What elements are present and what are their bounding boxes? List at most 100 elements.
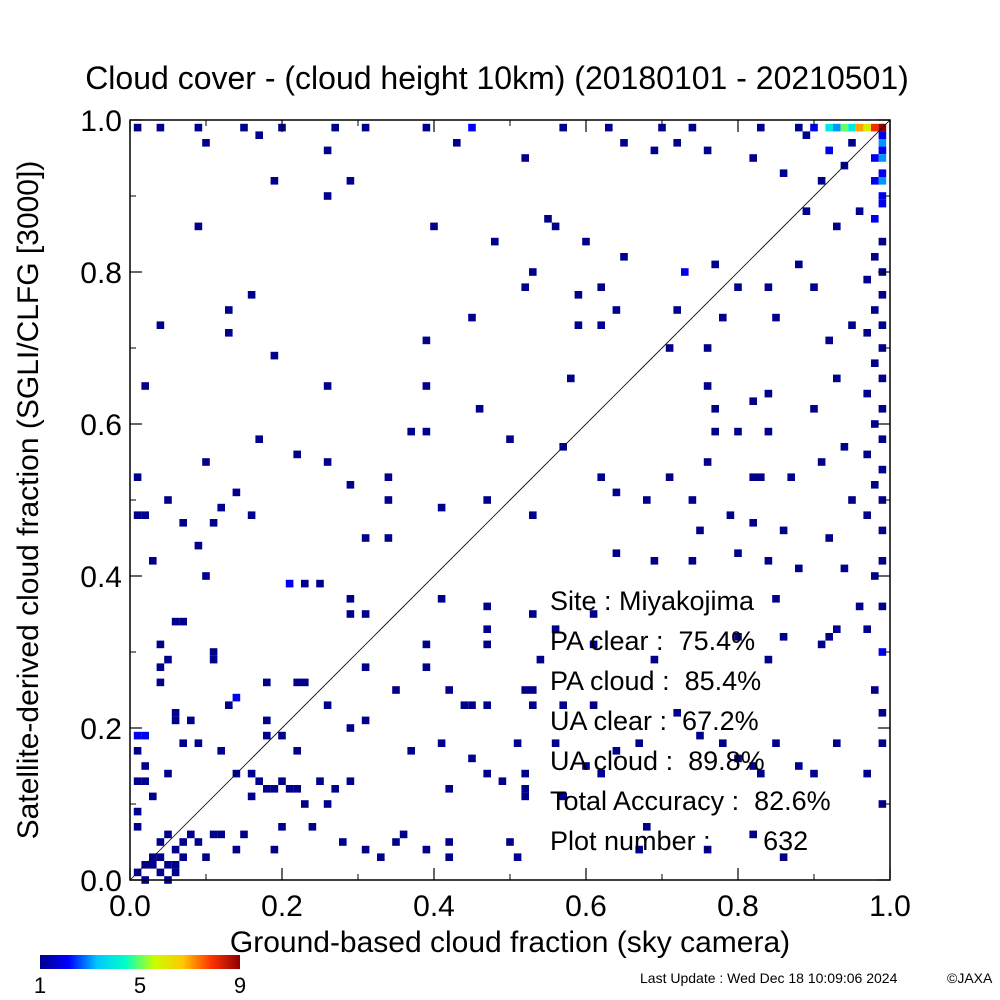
density-cell — [620, 253, 628, 261]
density-cell — [156, 853, 165, 861]
density-cell — [696, 731, 704, 740]
density-cell — [559, 792, 567, 801]
density-cell — [825, 633, 833, 641]
density-cell — [635, 739, 643, 747]
density-cell — [316, 777, 324, 785]
density-cell — [749, 519, 757, 527]
y-tick-label: 0.6 — [80, 409, 122, 442]
density-cell — [141, 731, 149, 740]
density-cell — [407, 747, 415, 755]
density-cell — [323, 701, 332, 709]
density-cell — [833, 739, 841, 747]
density-cell — [422, 663, 431, 671]
density-cell — [217, 830, 225, 839]
density-cell — [422, 382, 431, 390]
density-cell — [696, 526, 704, 535]
density-cell — [422, 845, 431, 854]
density-cell — [285, 579, 294, 588]
density-cell — [171, 617, 180, 626]
density-cell — [871, 306, 879, 314]
density-cell — [164, 496, 172, 504]
density-cell — [871, 481, 879, 489]
density-cell — [878, 374, 887, 383]
density-cell — [658, 123, 666, 132]
density-cell — [810, 405, 818, 413]
density-cell — [871, 154, 879, 162]
density-cell — [871, 253, 879, 261]
density-cell — [255, 777, 263, 785]
density-cell — [323, 458, 332, 466]
y-axis-label: Satellite-derived cloud fraction (SGLI/C… — [12, 161, 45, 840]
density-cell — [187, 830, 195, 839]
density-cell — [361, 610, 370, 618]
density-cell — [878, 146, 887, 155]
density-cell — [521, 769, 529, 778]
density-cell — [810, 283, 818, 291]
density-cell — [133, 747, 142, 755]
density-cell — [673, 139, 681, 147]
y-tick-label: 0.8 — [80, 257, 122, 290]
density-cell — [574, 291, 583, 299]
density-cell — [240, 830, 248, 839]
density-cell — [171, 868, 180, 877]
density-cell — [605, 123, 613, 132]
density-cell — [878, 291, 887, 299]
density-cell — [749, 762, 757, 770]
density-cell — [833, 222, 841, 231]
x-tick-label: 0.2 — [261, 890, 303, 923]
stat-line: PA cloud : 85.4% — [550, 666, 761, 696]
density-cell — [422, 123, 431, 132]
density-cell — [878, 557, 887, 565]
density-cell — [673, 306, 681, 314]
density-cell — [171, 845, 180, 854]
density-cell — [437, 739, 446, 747]
density-cell — [361, 663, 370, 671]
stat-line: Total Accuracy : 82.6% — [550, 786, 831, 816]
density-cell — [179, 617, 187, 626]
density-cell — [544, 215, 552, 223]
density-cell — [483, 701, 491, 709]
density-cell — [483, 625, 491, 633]
density-cell — [392, 686, 400, 694]
density-cell — [551, 222, 560, 231]
density-cell — [878, 169, 887, 177]
density-cell — [521, 686, 529, 694]
density-cell — [703, 382, 712, 390]
density-cell — [149, 557, 157, 565]
density-cell — [483, 602, 491, 611]
last-update-text: Last Update : Wed Dec 18 10:09:06 2024 — [640, 970, 898, 986]
density-cell — [194, 739, 203, 747]
density-cell — [255, 435, 263, 443]
density-cell — [764, 557, 773, 565]
density-cell — [582, 237, 590, 246]
density-cell — [589, 610, 598, 618]
density-cell — [483, 640, 491, 649]
density-cell — [643, 823, 651, 831]
density-cell — [141, 382, 149, 390]
density-cell — [597, 283, 605, 291]
density-cell — [361, 123, 370, 132]
density-cell — [878, 709, 887, 717]
x-axis-ticks: 0.0 0.2 0.4 0.6 0.8 1.0 — [109, 120, 911, 923]
chart-title: Cloud cover - (cloud height 10km) (20180… — [85, 60, 909, 96]
density-cell — [278, 731, 286, 740]
density-cell — [749, 830, 757, 839]
density-cell — [795, 762, 803, 770]
density-cell — [559, 701, 567, 709]
density-cell — [232, 845, 241, 854]
density-cell — [346, 481, 355, 489]
density-cell — [871, 177, 879, 185]
density-cell — [764, 655, 773, 664]
density-cell — [316, 579, 324, 588]
density-cell — [772, 595, 780, 603]
density-cell — [225, 701, 233, 709]
copyright-text: ©JAXA — [947, 970, 993, 986]
density-cell — [293, 450, 301, 459]
density-cell — [346, 595, 355, 603]
density-cell — [825, 146, 833, 155]
colorbar-ticks: 1 5 9 — [34, 973, 246, 998]
density-cell — [346, 610, 355, 618]
density-cell — [323, 800, 332, 808]
density-cell — [665, 473, 674, 481]
